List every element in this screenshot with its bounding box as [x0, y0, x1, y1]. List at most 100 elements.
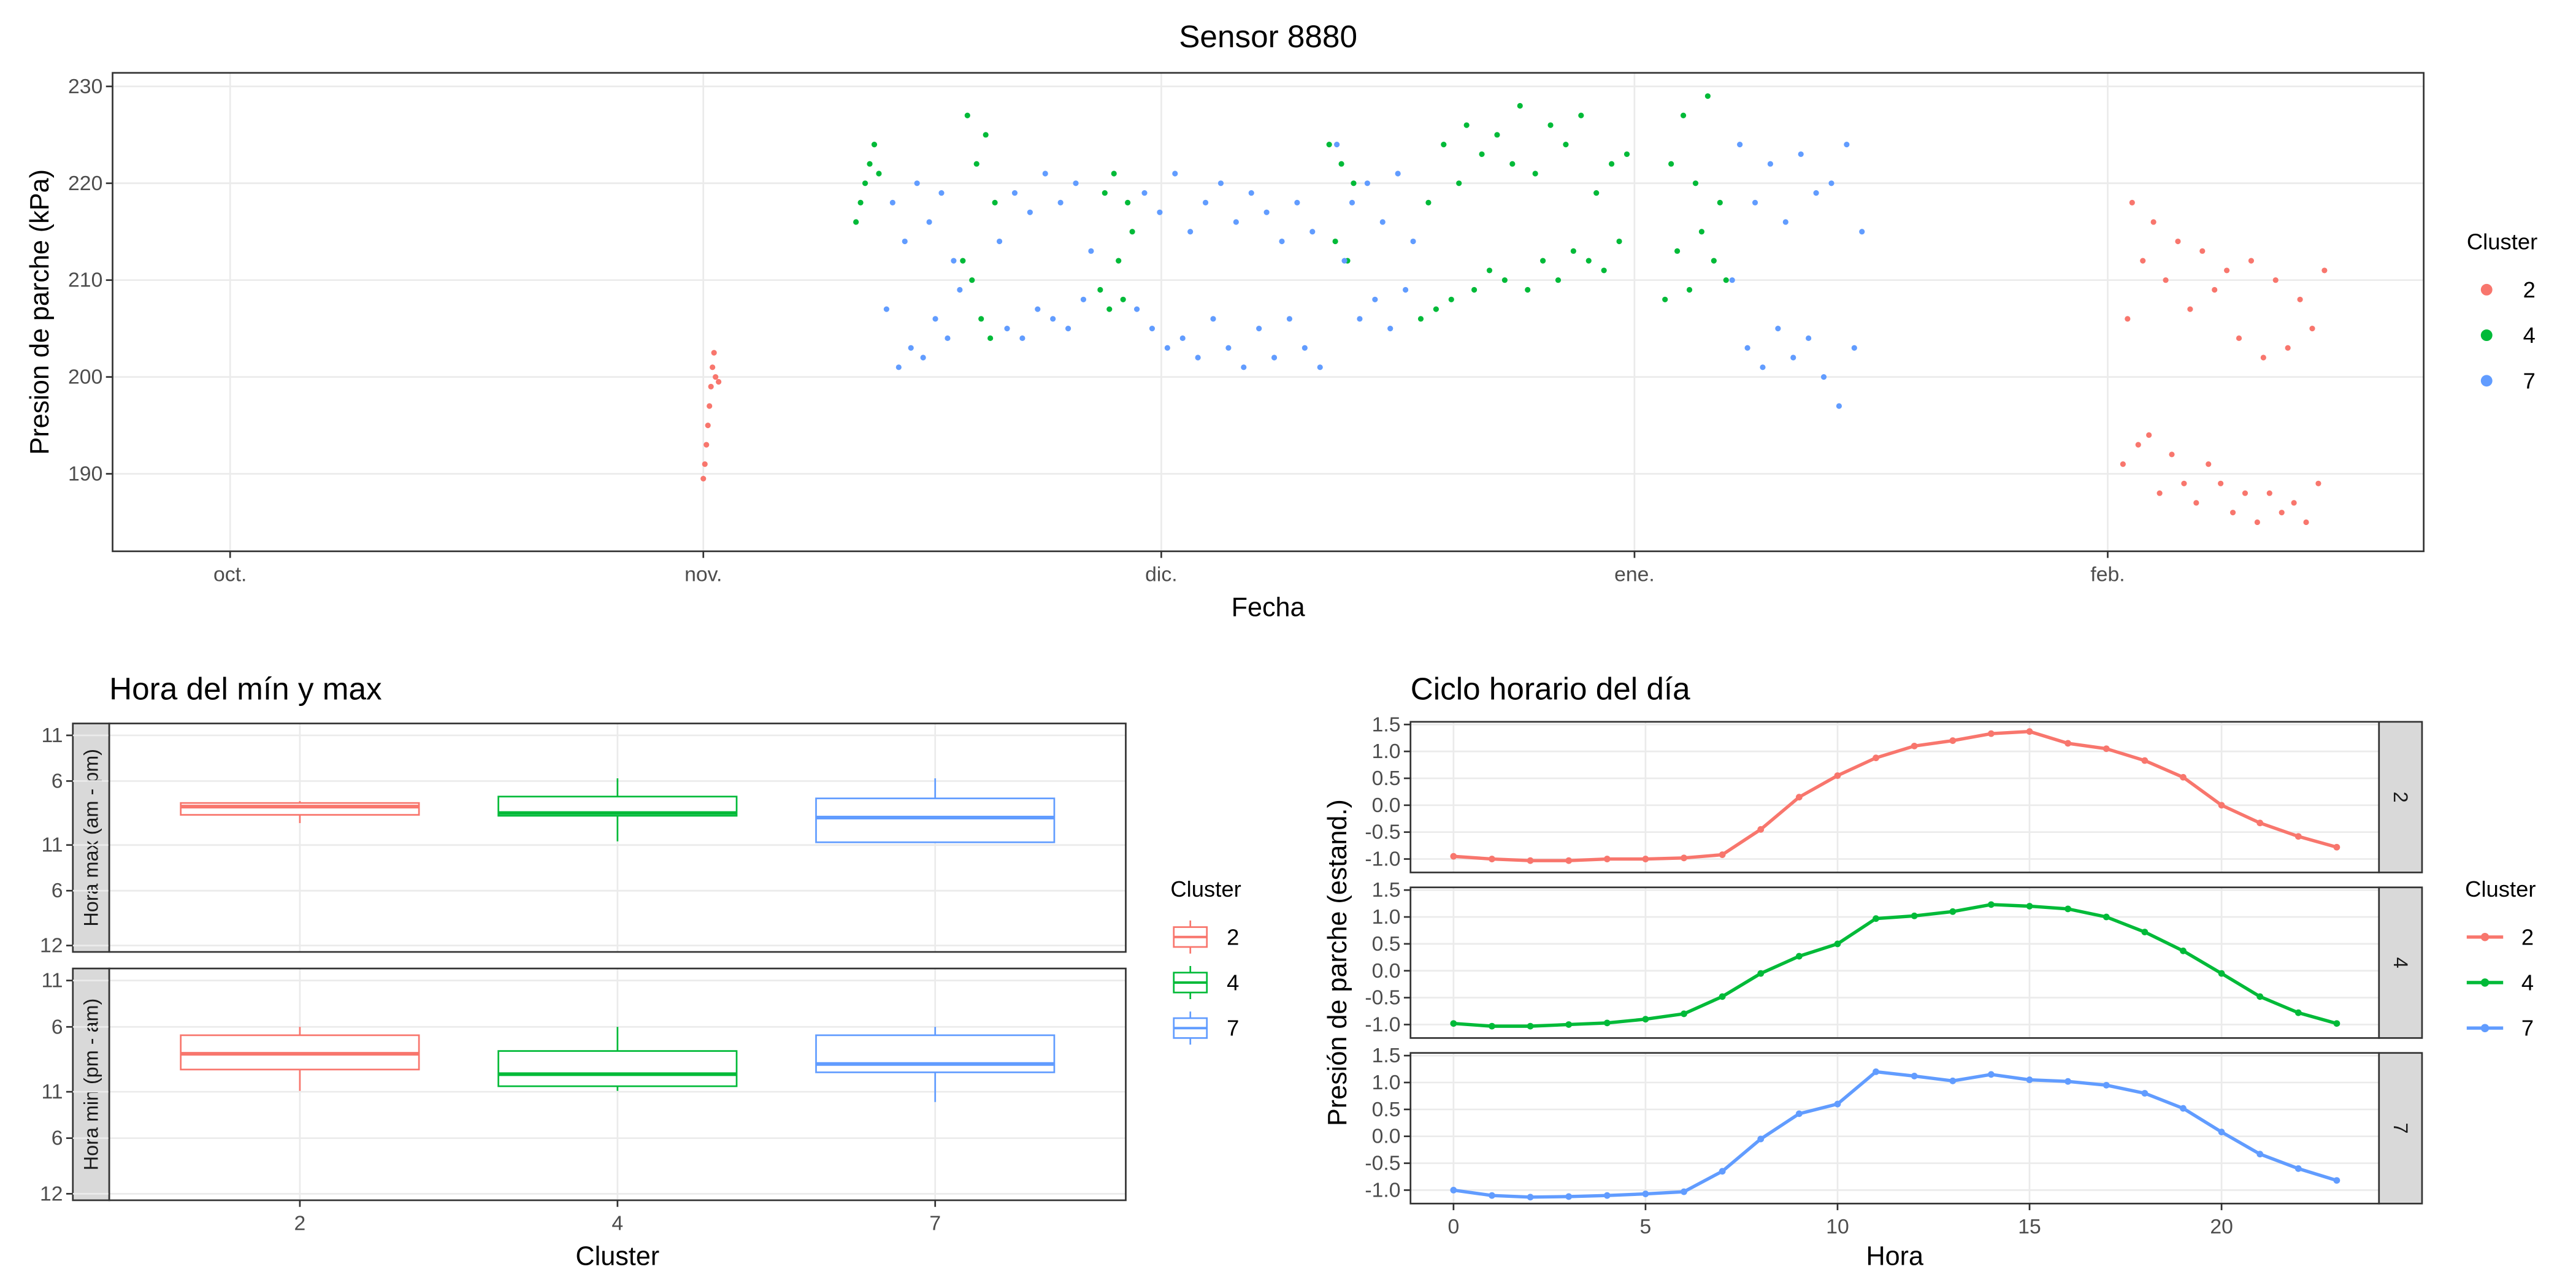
data-point — [1450, 1020, 1457, 1027]
data-point — [1179, 335, 1186, 342]
data-point — [1692, 180, 1699, 186]
data-point — [1279, 238, 1285, 245]
data-point — [1603, 1019, 1611, 1027]
data-point — [1757, 1135, 1765, 1143]
data-point — [1202, 199, 1209, 205]
data-point — [2156, 490, 2163, 496]
data-point — [2135, 442, 2141, 448]
y-tick-label: 1.5 — [1372, 713, 1401, 736]
y-tick-label: 0.0 — [1372, 959, 1401, 983]
data-point — [2333, 1020, 2340, 1027]
data-point — [1073, 180, 1079, 186]
data-point — [1757, 826, 1765, 833]
data-point — [1301, 345, 1308, 351]
data-point — [1379, 219, 1386, 225]
x-tick-label: oct. — [213, 563, 247, 586]
data-point — [926, 219, 932, 225]
data-point — [1349, 199, 1355, 205]
data-point — [1851, 345, 1857, 351]
strip-label: Hora min (pm - am) — [80, 999, 102, 1171]
data-point — [1767, 161, 1774, 167]
data-point — [2242, 490, 2248, 496]
data-point — [973, 161, 979, 167]
box — [180, 802, 420, 816]
data-point — [889, 199, 895, 205]
data-point — [2206, 461, 2212, 467]
data-point — [1806, 335, 1812, 342]
data-point — [2064, 1078, 2072, 1085]
y-tick-label: 6 — [52, 769, 63, 792]
data-point — [983, 132, 989, 138]
data-point — [1217, 180, 1224, 186]
y-tick-label: -0.5 — [1365, 986, 1400, 1010]
data-point — [969, 277, 975, 283]
legend-label: 7 — [2521, 1016, 2534, 1041]
y-tick-label: 200 — [68, 366, 102, 389]
y-tick-label: -1.0 — [1365, 1178, 1400, 1202]
data-point — [1744, 345, 1750, 351]
data-point — [1479, 151, 1485, 157]
data-point — [2303, 519, 2309, 526]
data-point — [1752, 199, 1758, 205]
data-point — [1120, 296, 1126, 302]
y-tick-label: -0.5 — [1365, 1152, 1400, 1175]
data-point — [1873, 1068, 1879, 1075]
box — [815, 1034, 1056, 1073]
data-point — [1616, 238, 1622, 245]
data-point — [1795, 953, 1803, 960]
data-point — [978, 316, 984, 322]
data-point — [902, 238, 908, 245]
data-point — [1609, 161, 1615, 167]
chart-title: Sensor 8880 — [1179, 19, 1357, 54]
data-point — [883, 306, 889, 312]
data-point — [2294, 1009, 2302, 1016]
series-line — [1453, 1070, 2337, 1199]
data-point — [2026, 903, 2033, 910]
chart-title: Hora del mín y max — [109, 671, 382, 706]
data-point — [1326, 142, 1332, 148]
data-point — [992, 199, 998, 205]
data-point — [1004, 326, 1010, 332]
data-point — [1686, 286, 1693, 293]
legend-marker — [2480, 329, 2493, 342]
data-point — [2120, 461, 2126, 467]
data-point — [1471, 286, 1478, 293]
y-tick-label: 0.0 — [1372, 794, 1401, 817]
data-point — [1540, 258, 1546, 264]
data-point — [2309, 326, 2315, 332]
data-point — [2321, 267, 2328, 274]
data-point — [2180, 1105, 2187, 1112]
data-point — [1364, 180, 1370, 186]
data-point — [2333, 1177, 2340, 1184]
data-point — [1241, 364, 1247, 370]
data-point — [1681, 1188, 1687, 1195]
data-point — [2103, 745, 2110, 753]
data-point — [996, 238, 1003, 245]
data-point — [2256, 819, 2264, 827]
data-point — [2026, 728, 2033, 735]
panel-border — [108, 723, 1127, 953]
data-point — [2141, 757, 2149, 764]
data-point — [908, 345, 914, 351]
data-point — [1790, 355, 1796, 361]
data-point — [1080, 296, 1087, 302]
y-tick-label: 6 — [52, 1127, 63, 1150]
data-point — [2026, 1076, 2033, 1083]
data-point — [1795, 794, 1803, 801]
data-point — [1334, 142, 1340, 148]
data-point — [1988, 901, 1995, 908]
data-point — [938, 190, 945, 196]
data-point — [1172, 171, 1178, 177]
x-tick-label: ene. — [1614, 563, 1655, 586]
data-point — [2266, 490, 2272, 496]
data-point — [711, 350, 717, 356]
legend-label: 4 — [1227, 970, 1239, 995]
data-point — [1775, 326, 1781, 332]
data-point — [2146, 432, 2152, 438]
data-point — [1494, 132, 1500, 138]
y-tick-label: -1.0 — [1365, 1013, 1400, 1036]
series-line — [1453, 903, 2337, 1028]
data-point — [1668, 161, 1674, 167]
